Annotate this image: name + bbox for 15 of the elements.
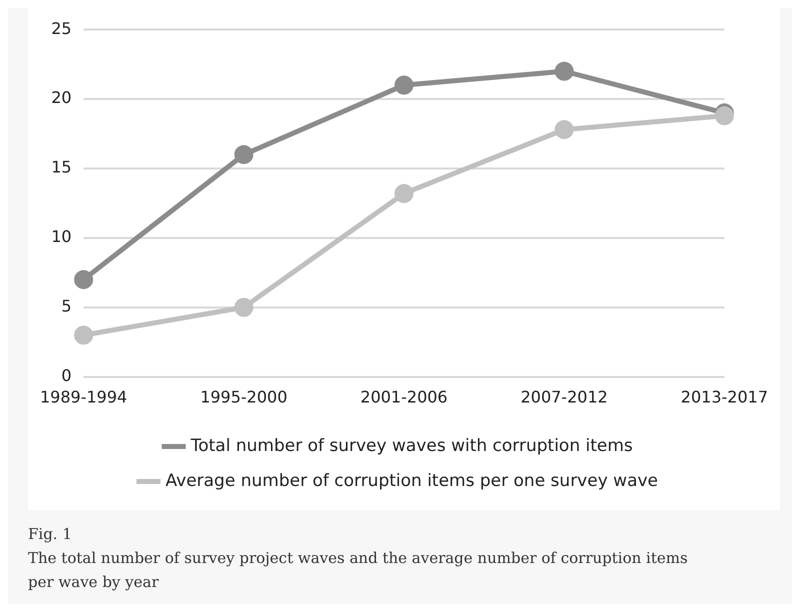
y-tick-label: 25 <box>51 18 72 38</box>
x-tick-label: 1995-2000 <box>200 388 288 407</box>
y-tick-label: 10 <box>51 227 72 246</box>
text: The total number of survey project waves and the average number of corruption items per wave by year <box>28 548 688 593</box>
caption: Fig. 1 <box>28 524 73 545</box>
x-tick-label: 1989-1994 <box>40 388 128 407</box>
y-tick-label: 15 <box>51 158 72 177</box>
x-tick-label: 2013-2017 <box>680 388 768 407</box>
y-tick-label: 5 <box>61 296 72 316</box>
y-tick-label: 0 <box>61 366 72 385</box>
legend-label: Average number of corruption items per one survey wave <box>165 470 658 491</box>
legend-label: Total number of survey waves with corruption items <box>190 436 633 456</box>
x-tick-label: 2007-2012 <box>520 388 608 407</box>
y-tick-label: 20 <box>51 88 72 108</box>
x-tick-label: 2001-2006 <box>360 388 448 407</box>
